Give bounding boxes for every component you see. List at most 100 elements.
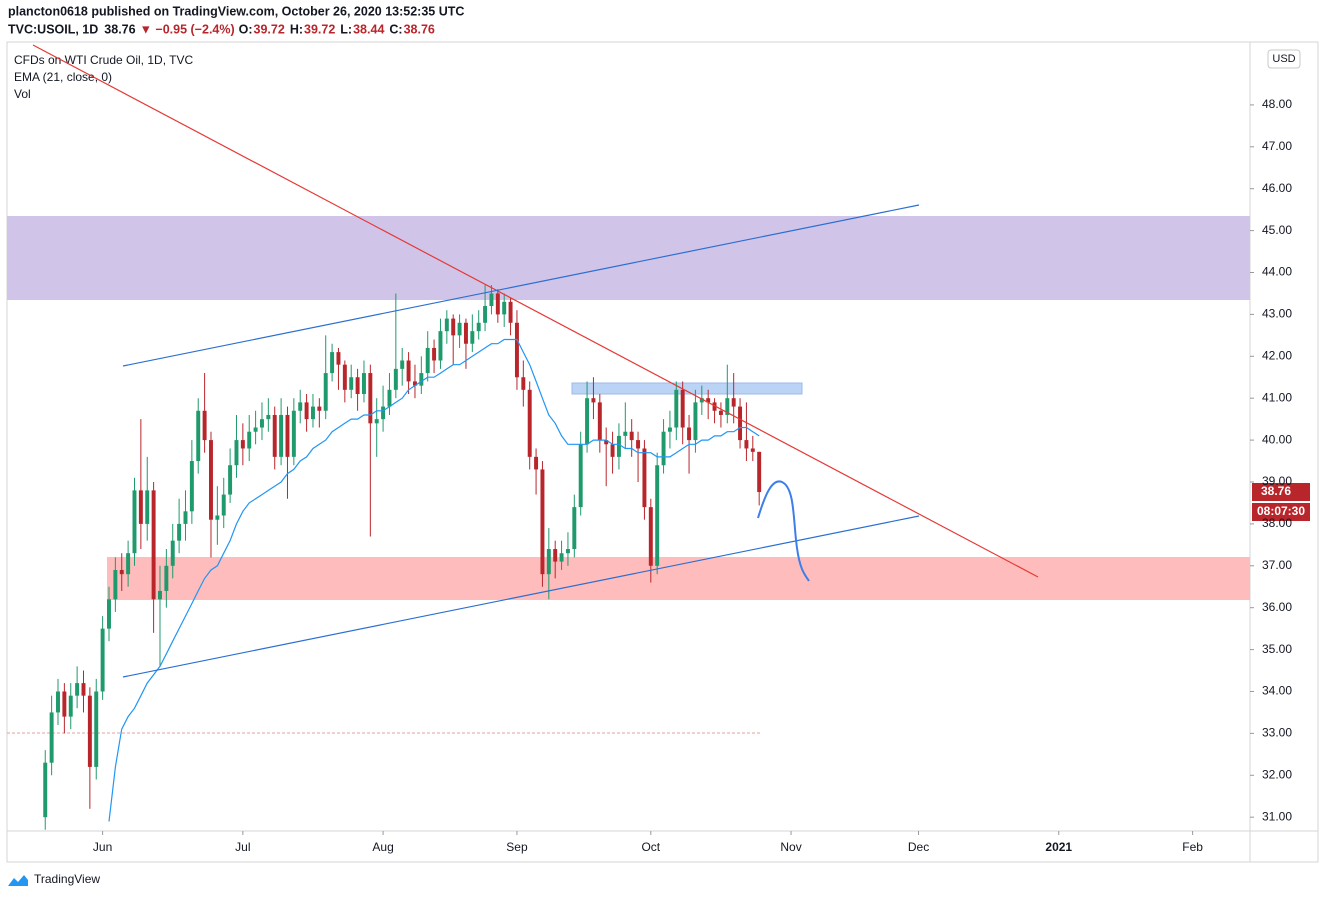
currency: USD — [1272, 53, 1295, 65]
candle-body — [400, 360, 405, 369]
candle-body — [521, 377, 526, 390]
y-tick-label: 48.00 — [1262, 97, 1292, 111]
candle-body — [336, 352, 341, 365]
x-tick-label: Dec — [908, 840, 929, 854]
candle-body — [565, 549, 570, 554]
y-tick-label: 34.00 — [1262, 684, 1292, 698]
lower-channel-line — [122, 515, 920, 678]
candle-body — [164, 565, 169, 591]
ohlc-label: O: — [239, 22, 253, 36]
resistance-zone — [7, 216, 1250, 300]
candle-body — [534, 456, 539, 470]
candle-body — [495, 293, 500, 315]
candle-body — [381, 406, 386, 420]
legend: CFDs on WTI Crude Oil, 1D, TVC EMA (21, … — [14, 53, 193, 101]
range-box — [571, 382, 803, 395]
candle-body — [585, 398, 590, 445]
candle-body — [247, 431, 252, 449]
candle-body — [636, 440, 641, 449]
candle-body — [62, 691, 67, 717]
candle-body — [706, 398, 711, 403]
candle-body — [158, 590, 162, 600]
ohlc-value: 38.76 — [404, 22, 435, 36]
candle-body — [642, 448, 647, 508]
x-tick-label: Jun — [93, 840, 112, 854]
candle-body — [738, 406, 743, 441]
candle-body — [215, 515, 220, 520]
candle-body — [412, 381, 417, 386]
candle-body — [648, 507, 653, 566]
candle-body — [629, 431, 634, 441]
last-price-tag — [1252, 483, 1310, 501]
candle-body — [451, 318, 456, 336]
candle-body — [470, 331, 475, 344]
candle-body — [725, 398, 730, 415]
ohlc-value: 38.44 — [353, 22, 384, 36]
candle-body — [317, 406, 322, 411]
frame — [6, 41, 1319, 863]
candle-body — [463, 322, 468, 344]
candle-body — [578, 444, 583, 508]
candle-body — [177, 523, 182, 541]
ohlc-label: H: — [290, 22, 303, 36]
candle-body — [330, 352, 335, 374]
symbol: TVC:USOIL, 1D — [8, 22, 98, 36]
currency-box[interactable] — [1267, 49, 1301, 69]
candle-body — [170, 540, 175, 566]
candle-body — [457, 322, 462, 336]
ohlc-value: 39.72 — [304, 22, 335, 36]
y-tick-label: 43.00 — [1262, 307, 1292, 321]
candle-body — [502, 301, 507, 315]
candle-body — [240, 440, 245, 449]
candle-body — [113, 569, 118, 600]
x-tick-label: Feb — [1182, 840, 1203, 854]
candle-body — [138, 490, 143, 524]
candle-body — [483, 306, 488, 323]
candle-body — [291, 410, 296, 457]
y-tick-label: 47.00 — [1262, 139, 1292, 153]
candle-body — [253, 427, 258, 432]
candle-body — [699, 398, 704, 403]
candle-body — [221, 494, 226, 516]
candle-body — [419, 373, 424, 386]
candle-body — [94, 691, 99, 767]
footer-logo[interactable]: TradingView — [8, 872, 100, 886]
candle-body — [667, 427, 672, 432]
candle-body — [209, 440, 213, 520]
candle-body — [196, 410, 201, 462]
y-tick-label: 31.00 — [1262, 809, 1292, 823]
countdown: 08:07:30 — [1257, 504, 1305, 518]
published-line: plancton0618 published on TradingView.co… — [8, 4, 464, 18]
legend-vol: Vol — [14, 87, 31, 101]
countdown-tag — [1252, 503, 1310, 521]
candle-body — [406, 360, 411, 382]
plot-area — [7, 216, 1250, 734]
candle-body — [591, 398, 596, 403]
candle-body — [304, 402, 309, 420]
candles — [43, 285, 762, 830]
candle-body — [279, 414, 284, 457]
y-tick-label: 38.00 — [1262, 516, 1292, 530]
candle-body — [610, 444, 615, 457]
candle-body — [234, 440, 239, 466]
candle-body — [68, 695, 73, 717]
candle-body — [712, 402, 717, 411]
candle-body — [126, 553, 131, 575]
candle-body — [616, 435, 621, 457]
candle-body — [374, 419, 379, 424]
candle-body — [489, 293, 494, 307]
candle-body — [75, 683, 80, 696]
candle-body — [432, 347, 437, 361]
candle-body — [87, 695, 92, 767]
candle-body — [56, 691, 60, 713]
candle-body — [285, 414, 290, 457]
logo-icon — [8, 875, 28, 886]
change: ▼ −0.95 (−2.4%) — [140, 22, 235, 36]
candle-body — [750, 448, 755, 452]
candle-body — [100, 628, 105, 692]
candle-body — [342, 364, 347, 390]
candle-body — [444, 318, 449, 332]
candle-body — [527, 389, 532, 457]
candle-body — [559, 553, 564, 562]
